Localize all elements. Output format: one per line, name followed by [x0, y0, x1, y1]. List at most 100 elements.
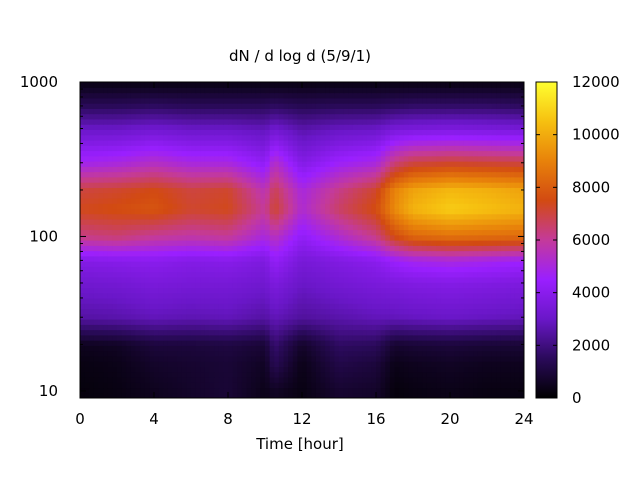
- heatmap-cell: [177, 150, 183, 157]
- heatmap-cell: [112, 213, 118, 220]
- heatmap-cell: [93, 155, 100, 162]
- heatmap-cell: [149, 145, 155, 152]
- heatmap-cell: [348, 387, 354, 394]
- heatmap-cell: [320, 145, 326, 152]
- heatmap-cell: [237, 250, 243, 257]
- heatmap-cell: [154, 139, 160, 146]
- heatmap-cell: [191, 124, 197, 130]
- heatmap-cell: [84, 139, 90, 146]
- heatmap-cell: [519, 124, 524, 130]
- heatmap-cell: [329, 276, 335, 283]
- heatmap-cell: [93, 176, 100, 183]
- heatmap-cell: [413, 234, 419, 241]
- heatmap-cell: [454, 319, 460, 325]
- heatmap-cell: [450, 176, 456, 183]
- heatmap-cell: [195, 187, 201, 194]
- heatmap-cell: [468, 261, 474, 267]
- heatmap-cell: [172, 276, 178, 283]
- heatmap-cell: [320, 271, 326, 278]
- heatmap-cell: [260, 129, 266, 136]
- heatmap-cell: [403, 255, 409, 262]
- heatmap-cell: [394, 250, 400, 257]
- heatmap-cell: [473, 139, 479, 146]
- heatmap-cell: [93, 218, 100, 225]
- heatmap-cell: [223, 187, 229, 194]
- heatmap-cell: [204, 287, 211, 294]
- heatmap-cell: [186, 145, 192, 152]
- heatmap-cell: [436, 182, 442, 188]
- heatmap-cell: [98, 345, 104, 352]
- heatmap-cell: [283, 361, 289, 367]
- heatmap-cell: [352, 303, 359, 310]
- heatmap-cell: [334, 340, 340, 346]
- heatmap-cell: [385, 166, 391, 173]
- heatmap-cell: [232, 150, 238, 157]
- heatmap-cell: [177, 161, 183, 167]
- heatmap-cell: [237, 371, 243, 378]
- heatmap-cell: [362, 161, 368, 167]
- heatmap-cell: [167, 150, 174, 157]
- heatmap-cell: [496, 139, 502, 146]
- heatmap-cell: [426, 340, 433, 346]
- heatmap-cell: [454, 371, 460, 378]
- heatmap-cell: [389, 366, 396, 373]
- heatmap-cell: [269, 145, 275, 152]
- heatmap-cell: [496, 145, 502, 152]
- heatmap-cell: [408, 139, 414, 146]
- heatmap-cell: [371, 292, 377, 299]
- heatmap-cell: [112, 340, 118, 346]
- heatmap-cell: [422, 297, 428, 304]
- heatmap-cell: [103, 355, 109, 362]
- heatmap-cell: [232, 139, 238, 146]
- heatmap-cell: [417, 245, 423, 252]
- heatmap-cell: [422, 187, 428, 194]
- heatmap-cell: [223, 229, 229, 236]
- heatmap-cell: [149, 197, 155, 204]
- heatmap-cell: [320, 139, 326, 146]
- heatmap-cell: [311, 308, 317, 315]
- heatmap-cell: [496, 376, 502, 383]
- heatmap-cell: [278, 292, 285, 299]
- heatmap-cell: [130, 229, 137, 236]
- heatmap-cell: [214, 134, 220, 141]
- heatmap-cell: [505, 276, 511, 283]
- heatmap-cell: [121, 387, 127, 394]
- heatmap-cell: [283, 203, 289, 209]
- heatmap-cell: [154, 282, 160, 288]
- heatmap-cell: [251, 261, 257, 267]
- heatmap-cell: [436, 139, 442, 146]
- heatmap-cell: [510, 224, 516, 231]
- heatmap-cell: [426, 234, 433, 241]
- heatmap-cell: [214, 366, 220, 373]
- heatmap-cell: [117, 197, 123, 204]
- heatmap-cell: [385, 187, 391, 194]
- heatmap-cell: [352, 245, 359, 252]
- heatmap-cell: [473, 345, 479, 352]
- heatmap-cell: [487, 308, 493, 315]
- heatmap-cell: [491, 282, 497, 288]
- heatmap-cell: [436, 387, 442, 394]
- heatmap-cell: [329, 187, 335, 194]
- heatmap-cell: [274, 145, 280, 152]
- heatmap-cell: [130, 134, 137, 141]
- heatmap-cell: [89, 308, 95, 315]
- heatmap-cell: [413, 255, 419, 262]
- heatmap-cell: [214, 192, 220, 199]
- heatmap-cell: [117, 203, 123, 209]
- heatmap-cell: [440, 340, 446, 346]
- heatmap-cell: [93, 371, 100, 378]
- heatmap-cell: [487, 387, 493, 394]
- heatmap-cell: [376, 187, 382, 194]
- heatmap-cell: [209, 197, 215, 204]
- heatmap-cell: [144, 276, 150, 283]
- heatmap-cell: [181, 287, 187, 294]
- heatmap-cell: [177, 234, 183, 241]
- heatmap-cell: [500, 329, 507, 336]
- heatmap-cell: [260, 255, 266, 262]
- heatmap-cell: [167, 324, 174, 331]
- heatmap-cell: [329, 150, 335, 157]
- heatmap-cell: [228, 240, 234, 246]
- heatmap-cell: [463, 266, 470, 273]
- heatmap-cell: [352, 203, 359, 209]
